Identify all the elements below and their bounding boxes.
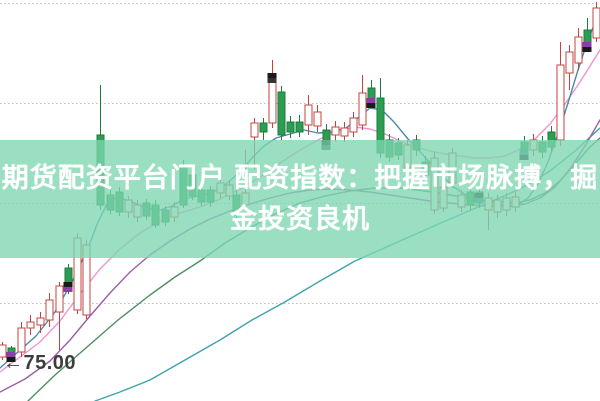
candle-down bbox=[277, 91, 286, 136]
candle-up bbox=[26, 321, 35, 329]
candle-up bbox=[358, 92, 367, 126]
marker-top bbox=[63, 282, 73, 287]
candle-up bbox=[349, 117, 358, 133]
price-axis-marker: ←75.00 bbox=[3, 352, 76, 375]
candle-up bbox=[304, 104, 313, 126]
marker-bottom bbox=[267, 78, 277, 83]
candle-up bbox=[250, 122, 259, 138]
candle-up bbox=[574, 36, 583, 64]
candle-up bbox=[17, 327, 26, 353]
candle-up bbox=[45, 299, 54, 321]
headline-line-1: 期货配资平台门户 配资指数：把握市场脉搏，掘 bbox=[1, 163, 599, 193]
marker-top bbox=[267, 73, 277, 78]
marker-top bbox=[366, 98, 376, 103]
marker-top bbox=[6, 352, 16, 357]
candle-down bbox=[295, 121, 304, 133]
candle-up bbox=[556, 64, 565, 141]
candle-up bbox=[0, 344, 7, 358]
marker-bottom bbox=[582, 47, 592, 52]
candle-up bbox=[340, 127, 349, 137]
candle-up bbox=[592, 7, 600, 39]
candle-down bbox=[286, 121, 295, 133]
candle-up bbox=[55, 285, 64, 313]
candle-down bbox=[259, 122, 268, 133]
candle-up bbox=[313, 111, 322, 127]
headline-banner-overlay: 期货配资平台门户 配资指数：把握市场脉搏，掘 金投资良机 bbox=[0, 140, 600, 258]
marker-bottom bbox=[6, 357, 16, 362]
price-axis-marker-value: 75.00 bbox=[23, 352, 77, 374]
left-arrow-icon: ← bbox=[3, 352, 24, 374]
headline-line-2: 金投资良机 bbox=[230, 204, 370, 234]
candle-down bbox=[583, 29, 592, 44]
candle-up bbox=[565, 51, 574, 74]
candle-up bbox=[36, 317, 45, 326]
marker-bottom bbox=[366, 103, 376, 108]
marker-top bbox=[582, 42, 592, 47]
candle-up bbox=[331, 126, 340, 136]
marker-bottom bbox=[63, 287, 73, 292]
candle-up bbox=[268, 81, 277, 124]
